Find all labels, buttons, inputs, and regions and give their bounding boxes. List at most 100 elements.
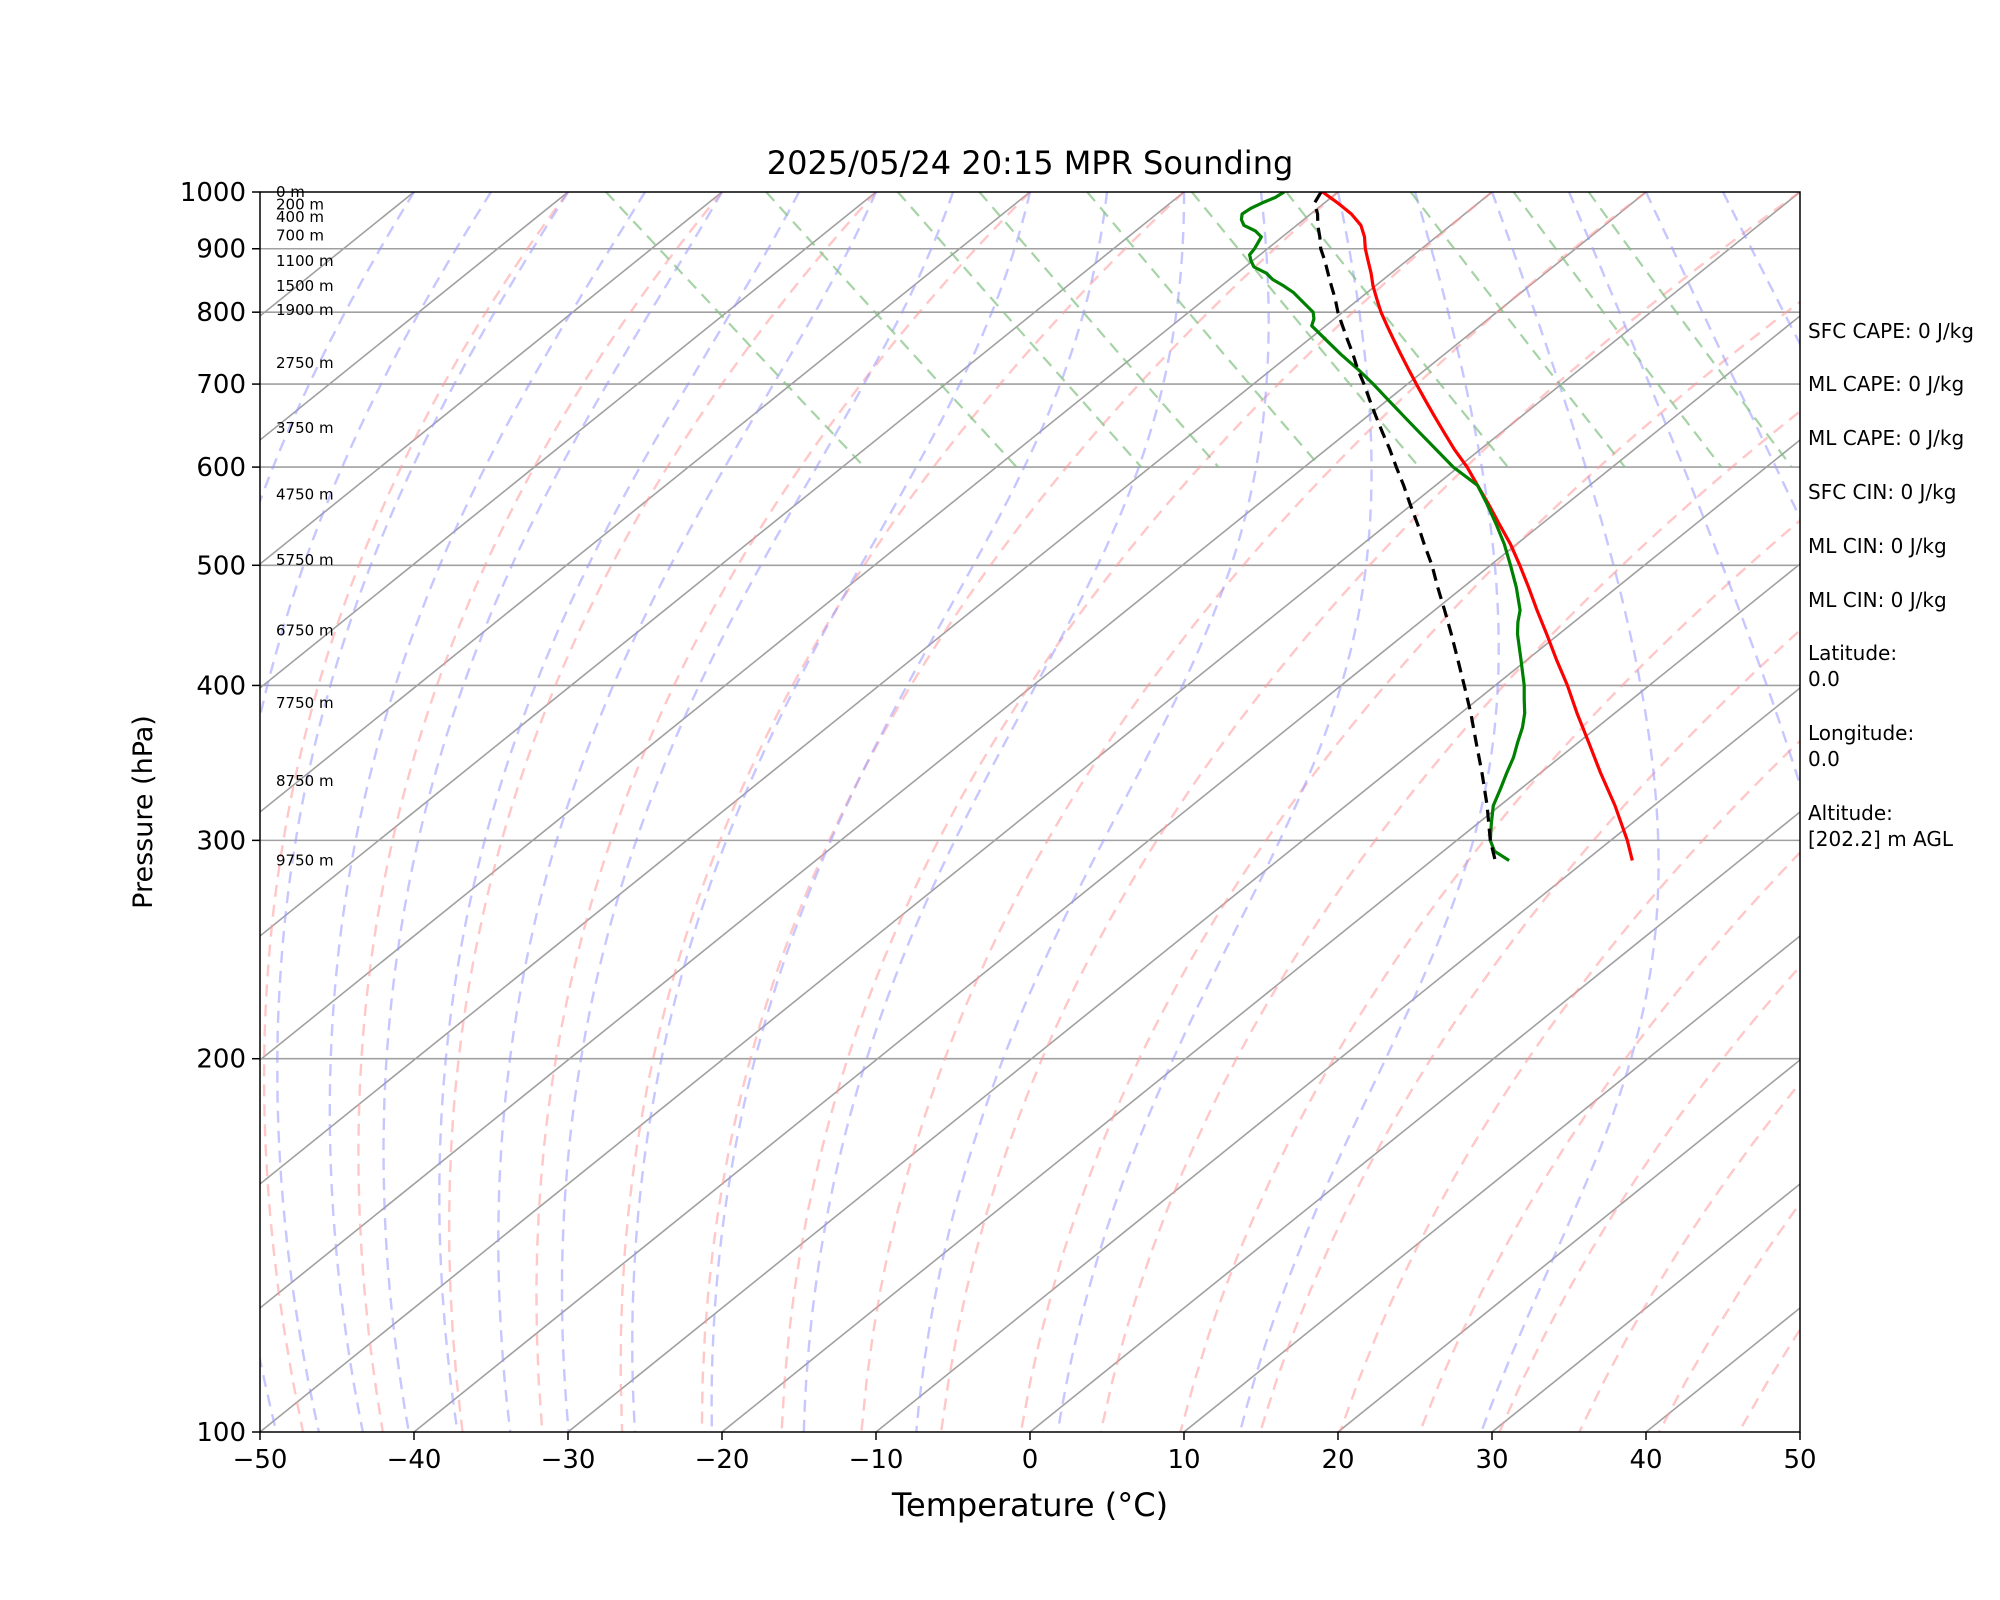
y-tick-label: 1000 (180, 178, 246, 208)
moist-adiabat-line (710, 192, 1109, 1432)
longitude-label: Longitude: (1808, 721, 1915, 745)
isotherm-line (0, 192, 106, 1432)
altitude-block: Altitude: [202.2] m AGL (1808, 800, 1953, 852)
isotherm-line (567, 438, 1800, 1432)
dry-adiabat-line (357, 192, 723, 1432)
isotherm-line (260, 192, 569, 442)
y-axis-ticks: 100 200 300 400 500 600 700 800 900 1000 (180, 178, 260, 1448)
latitude-label: Latitude: (1808, 641, 1898, 665)
y-tick-label: 300 (196, 826, 246, 856)
dry-adiabat-line (262, 192, 569, 1432)
mixing-ratio-line (605, 192, 866, 468)
moist-adiabat-line (631, 192, 1032, 1432)
background-lines (0, 192, 1800, 1432)
ml-cin-text: ML CIN: 0 J/kg (1808, 534, 1947, 558)
dry-adiabat-line (1019, 300, 1800, 1432)
y-tick-label: 900 (196, 235, 246, 265)
x-axis-label: Temperature (°C) (891, 1486, 1168, 1524)
y-tick-label: 200 (196, 1045, 246, 1075)
x-tick-label: 0 (1022, 1445, 1039, 1475)
y-axis-label: Pressure (hPa) (128, 715, 159, 909)
height-label: 0 m (276, 183, 305, 201)
ml-cin-text-2: ML CIN: 0 J/kg (1808, 588, 1947, 612)
sfc-cape-text: SFC CAPE: 0 J/kg (1808, 319, 1974, 343)
x-tick-label: 30 (1475, 1445, 1508, 1475)
moist-adiabat-line (802, 192, 1186, 1432)
moist-adiabat-line (560, 192, 955, 1432)
series-lines (1239, 192, 1634, 862)
height-label: 700 m (276, 227, 324, 245)
dry-adiabat-line (860, 192, 1647, 1432)
x-tick-label: 50 (1783, 1445, 1816, 1475)
moist-adiabat-line (915, 192, 1270, 1432)
x-tick-label: −30 (541, 1445, 596, 1475)
height-label: 9750 m (276, 851, 334, 869)
y-tick-label: 500 (196, 551, 246, 581)
isotherm-line (1183, 934, 1800, 1432)
moist-adiabat-line (1567, 192, 1800, 1432)
dry-adiabat-line (700, 192, 1339, 1432)
height-label: 1100 m (276, 252, 334, 270)
altitude-value: [202.2] m AGL (1808, 827, 1954, 851)
moist-adiabat-line (260, 192, 493, 1432)
ml-cape-text-2: ML CAPE: 0 J/kg (1808, 426, 1965, 450)
isotherm-line (413, 314, 1800, 1432)
height-label: 5750 m (276, 551, 334, 569)
moist-adiabat-line (382, 192, 724, 1432)
isotherm-line (260, 192, 1647, 1310)
longitude-block: Longitude: 0.0 (1808, 720, 1914, 772)
x-tick-label: −40 (387, 1445, 442, 1475)
y-tick-label: 600 (196, 453, 246, 483)
parcel-profile-line (1313, 192, 1497, 861)
height-label: 6750 m (276, 621, 334, 639)
x-tick-label: 40 (1629, 1445, 1662, 1475)
ml-cape-text: ML CAPE: 0 J/kg (1808, 372, 1965, 396)
isotherm-line (260, 192, 1031, 814)
sfc-cin-text: SFC CIN: 0 J/kg (1808, 480, 1957, 504)
isotherm-line (260, 192, 1339, 1062)
height-label: 3750 m (276, 419, 334, 437)
dry-adiabat-line (1179, 519, 1800, 1432)
height-label: 8750 m (276, 772, 334, 790)
x-tick-label: −20 (695, 1445, 750, 1475)
moist-adiabat-line (1056, 192, 1373, 1432)
y-tick-label: 800 (196, 298, 246, 328)
isotherm-line (260, 192, 877, 690)
chart-title: 2025/05/24 20:15 MPR Sounding (767, 144, 1294, 182)
moist-adiabat-line (328, 192, 647, 1432)
isotherm-line (1029, 810, 1800, 1432)
isotherm-line (1491, 1182, 1800, 1432)
height-label: 4750 m (276, 486, 334, 504)
dry-adiabat-line (1099, 409, 1800, 1432)
x-tick-label: 20 (1321, 1445, 1354, 1475)
x-tick-label: 10 (1167, 1445, 1200, 1475)
mixing-ratio-line (1191, 192, 1420, 468)
moist-adiabat-line (1480, 192, 1660, 1432)
height-label: 400 m (276, 208, 324, 226)
longitude-value: 0.0 (1808, 747, 1840, 771)
moist-adiabat-line (438, 192, 801, 1432)
isotherm-line (875, 686, 1800, 1432)
isotherm-line (260, 192, 1493, 1186)
isotherm-line (260, 192, 1800, 1432)
temperature-profile-line (1321, 192, 1634, 861)
mixing-ratio-line (896, 192, 1143, 468)
dewpoint-profile-line (1239, 192, 1527, 862)
moist-adiabat-line (497, 192, 878, 1432)
y-tick-label: 700 (196, 370, 246, 400)
height-label: 7750 m (276, 694, 334, 712)
moist-adiabat-line (1238, 192, 1500, 1432)
x-tick-label: −50 (233, 1445, 288, 1475)
mixing-ratio-line (1086, 192, 1322, 468)
mixing-ratio-line (978, 192, 1220, 468)
mixing-ratio-line (1285, 192, 1509, 468)
dry-adiabat-line (780, 192, 1493, 1432)
height-label: 1900 m (276, 301, 334, 319)
moist-adiabat-line (276, 192, 570, 1432)
mixing-ratio-line (765, 192, 1018, 468)
moist-adiabat-line (260, 192, 416, 505)
altitude-label: Altitude: (1808, 801, 1893, 825)
isotherm-line (1337, 1058, 1800, 1432)
